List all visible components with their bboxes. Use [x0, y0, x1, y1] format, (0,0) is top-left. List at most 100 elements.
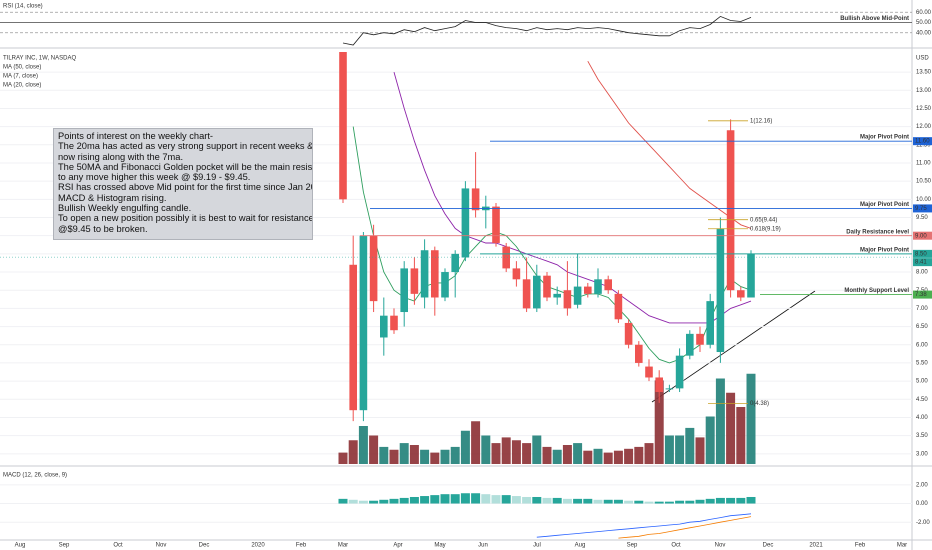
candle-body: [614, 293, 623, 320]
candle-body: [573, 286, 582, 305]
volume-bar: [552, 449, 562, 464]
volume-bar: [369, 435, 379, 464]
y-tick-label: 3.00: [916, 451, 928, 457]
volume-bar: [654, 380, 664, 464]
candle-body: [431, 250, 439, 298]
volume-bar: [746, 373, 756, 464]
candle-body: [400, 268, 408, 313]
macd-pane: [0, 484, 912, 539]
macd-histogram-bar: [542, 497, 552, 504]
y-tick-label: 5.00: [916, 379, 928, 385]
y-tick-label: 13.50: [916, 70, 932, 76]
volume-bar: [460, 430, 470, 464]
rsi-annotation: Bullish Above Mid-Point: [840, 16, 909, 22]
volume-bar: [542, 446, 552, 464]
macd-line: [536, 513, 752, 538]
x-tick-label: Apr: [393, 543, 402, 549]
macd-histogram-bar: [644, 501, 654, 504]
annotation-line: now rising along with the 7ma.: [58, 151, 184, 162]
volume-bar: [715, 378, 725, 464]
price-tag: [913, 249, 932, 258]
y-tick-label: 10.50: [916, 179, 932, 185]
macd-histogram-bar: [358, 500, 368, 504]
level-name: Daily Resistance level: [846, 229, 909, 235]
annotation-line: RSI has crossed above Mid point for the …: [58, 182, 313, 193]
candle-body: [369, 235, 378, 302]
candle-body: [471, 188, 480, 211]
price-tag: [913, 258, 932, 267]
macd-histogram-bar: [450, 494, 460, 504]
y-tick-label: 11.50: [916, 142, 931, 148]
candle-body: [390, 315, 398, 331]
candle-body: [655, 377, 663, 393]
volume-bar: [450, 446, 460, 464]
candle-body: [522, 279, 531, 309]
y-tick-label: 12.00: [916, 124, 932, 130]
macd-histogram-bar: [736, 497, 746, 504]
candle-body: [543, 275, 551, 298]
candle-body: [594, 279, 602, 294]
x-tick-label: 2021: [809, 543, 823, 549]
indicator-label: MA (20, close): [3, 83, 41, 89]
macd-histogram-bar: [522, 496, 532, 504]
annotation-line: to any move higher this week @ $9.19 - $…: [58, 172, 251, 183]
annotation-line: MACD & Histogram rising.: [58, 192, 167, 203]
macd-histogram-bar: [471, 493, 481, 504]
x-tick-label: Oct: [113, 543, 123, 549]
y-tick-label: 6.00: [916, 342, 928, 348]
rsi-title: RSI (14, close): [3, 4, 43, 10]
level-name: Major Pivot Point: [860, 247, 909, 253]
y-tick-label: 11.00: [916, 161, 931, 167]
volume-bar: [613, 450, 623, 464]
volume-bar: [583, 450, 593, 464]
volume-bar: [644, 443, 654, 464]
candle-body: [359, 235, 368, 411]
currency: USD: [916, 56, 929, 62]
candle-body: [665, 388, 674, 390]
candle-body: [420, 250, 429, 298]
price-tag: [913, 231, 932, 240]
volume-bar: [705, 416, 715, 464]
rsi-tick-label: 50.00: [916, 20, 932, 26]
price-tag-label: 11.60: [915, 139, 930, 145]
volume-bar: [471, 421, 481, 464]
fib-label: 0(4.38): [750, 401, 769, 407]
macd-histogram-bar: [562, 498, 572, 504]
price-tag: [913, 290, 932, 299]
candle-body: [686, 333, 694, 356]
candle-body: [441, 272, 449, 298]
candle-body: [675, 355, 684, 389]
candle-body: [716, 228, 725, 353]
volume-bar: [736, 407, 746, 464]
annotation-line: Bullish Weekly engulfing candle.: [58, 203, 192, 214]
volume-bar: [522, 443, 532, 464]
level-name: Major Pivot Point: [860, 135, 909, 141]
fib-label: 0.65(9.44): [750, 217, 777, 223]
macd-histogram-bar: [634, 500, 644, 504]
level-name: Monthly Support Level: [844, 288, 909, 294]
macd-histogram-bar: [369, 500, 379, 504]
price-tag-label: 9.00: [915, 233, 927, 239]
macd-histogram-bar: [420, 496, 430, 504]
volume-bar: [532, 435, 542, 464]
annotation-line: @$9.45 to be broken.: [58, 223, 148, 234]
volume-bar: [389, 449, 399, 464]
y-tick-label: 13.00: [916, 88, 932, 94]
volume-bar: [511, 440, 521, 464]
candle-body: [512, 268, 521, 280]
y-tick-label: 12.50: [916, 106, 932, 112]
macd-histogram-bar: [511, 496, 521, 504]
annotation-line: To open a new position possibly it is be…: [58, 213, 313, 224]
volume-bar: [358, 426, 368, 464]
volume-bar: [593, 448, 603, 464]
macd-histogram-bar: [715, 497, 725, 504]
fib-label: 0.618(9.19): [750, 226, 781, 232]
volume-bar: [726, 392, 736, 464]
x-tick-label: May: [434, 543, 445, 549]
y-tick-label: 7.00: [916, 306, 928, 312]
x-tick-label: Sep: [627, 543, 638, 549]
volume-bar: [491, 443, 501, 464]
price-pane: [0, 52, 912, 464]
